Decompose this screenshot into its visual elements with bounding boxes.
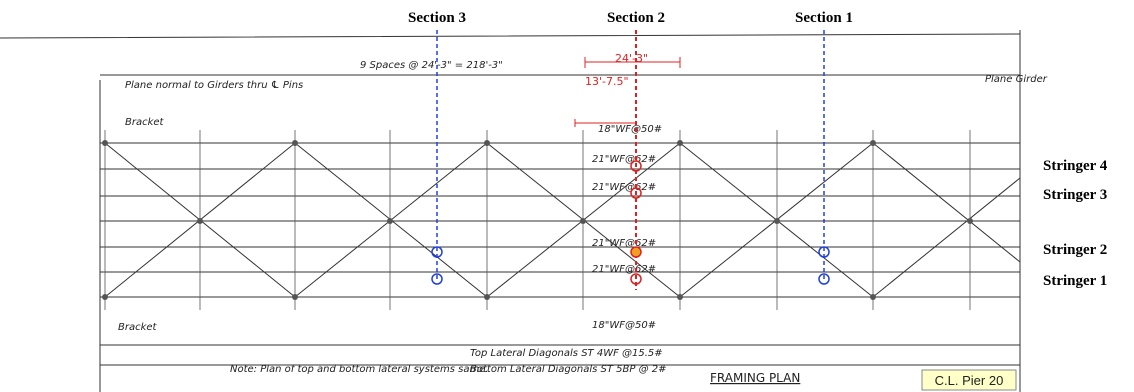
- bracket-bottom: Bracket: [118, 322, 158, 333]
- stringer-beam: 21"WF@62#: [592, 182, 656, 193]
- span-dimension: 9 Spaces @ 24'-3" = 218'-3": [360, 60, 503, 71]
- section-label: Section 2: [607, 10, 665, 26]
- top-beam: 18"WF@50#: [598, 124, 662, 135]
- stringer-label: Stringer 3: [1043, 187, 1107, 203]
- plane-note-left: Plane normal to Girders thru ℄ Pins: [125, 80, 303, 91]
- stringer-beam: 21"WF@62#: [592, 264, 656, 275]
- offset-dimension: 13'-7.5": [585, 75, 629, 88]
- bottom-beam: 18"WF@50#: [592, 320, 656, 331]
- framing-plan-screenshot: 9 Spaces @ 24'-3" = 218'-3" Plane normal…: [0, 0, 1134, 392]
- stringer-beam: 21"WF@62#: [592, 154, 656, 165]
- section-label: Section 3: [408, 10, 466, 26]
- bottom-lateral: Bottom Lateral Diagonals ST 5BP @ 2#: [470, 364, 667, 375]
- drawing-title: FRAMING PLAN: [710, 371, 800, 385]
- bracket-top: Bracket: [125, 117, 165, 128]
- top-lateral: Top Lateral Diagonals ST 4WF @15.5#: [470, 348, 663, 359]
- note: Note: Plan of top and bottom lateral sys…: [230, 364, 489, 375]
- stringer-label: Stringer 2: [1043, 242, 1107, 258]
- stringer-label: Stringer 1: [1043, 273, 1107, 289]
- stamp: C.L. Pier 20: [935, 373, 1004, 388]
- section-label: Section 1: [795, 10, 853, 26]
- stringer-label: Stringer 4: [1043, 158, 1108, 174]
- panel-dimension: 24'-3": [615, 52, 648, 65]
- stringer-beam: 21"WF@62#: [592, 238, 656, 249]
- plane-note-right: Plane Girder: [985, 74, 1048, 85]
